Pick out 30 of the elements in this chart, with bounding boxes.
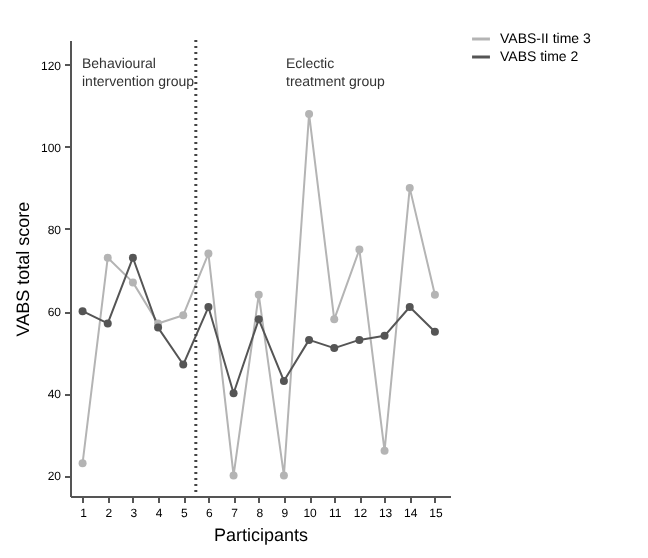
point: [128, 278, 137, 287]
point: [78, 307, 87, 316]
point: [179, 311, 188, 320]
point: [103, 319, 112, 328]
point: [279, 471, 288, 480]
point: [204, 303, 213, 312]
point: [355, 245, 364, 254]
point: [254, 290, 263, 299]
point: [405, 183, 414, 192]
point: [103, 253, 112, 262]
x-axis-title: Participants: [213, 525, 310, 545]
point: [430, 290, 439, 299]
y-axis-title: VABS total score: [12, 201, 33, 337]
point: [229, 389, 238, 398]
point: [254, 315, 263, 324]
point: [380, 446, 389, 455]
point: [229, 471, 238, 480]
point: [355, 335, 364, 344]
point: [305, 109, 314, 118]
point: [405, 303, 414, 312]
point: [128, 253, 137, 262]
point: [305, 335, 314, 344]
point: [380, 331, 389, 340]
point: [179, 360, 188, 369]
point: [330, 315, 339, 324]
point: [78, 459, 87, 468]
point: [279, 376, 288, 385]
point: [330, 344, 339, 353]
point: [204, 249, 213, 258]
point: [430, 327, 439, 336]
